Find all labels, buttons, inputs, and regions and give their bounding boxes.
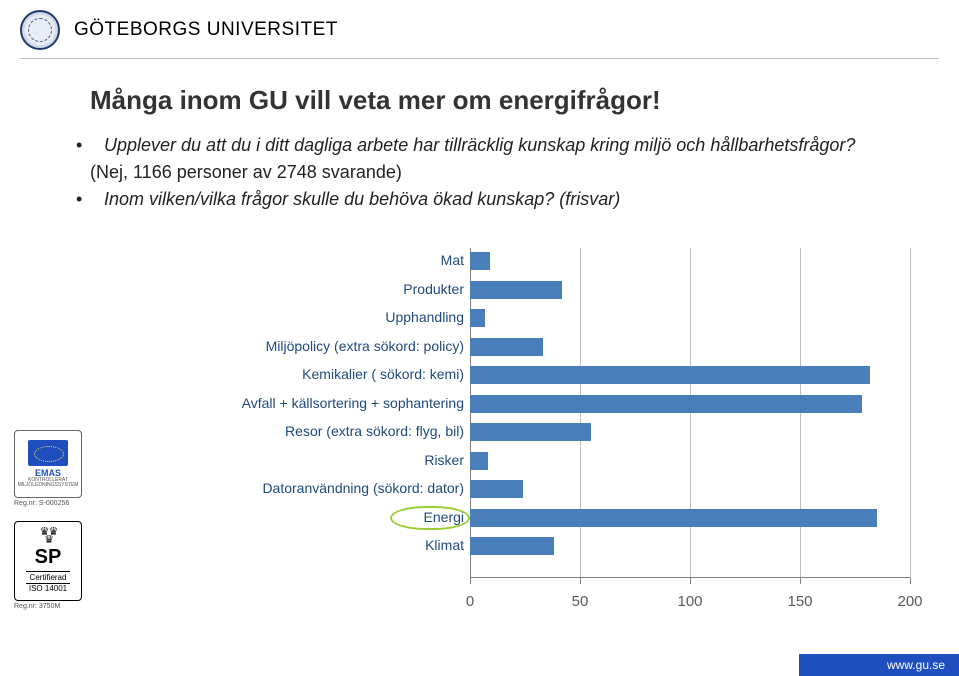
chart-category-label: Risker [424,452,464,468]
sp-reg: Reg.nr: 3750M [14,603,100,610]
emas-sub2: MILJÖLEDNINGSSYSTEM [18,483,79,488]
university-name: GÖTEBORGS UNIVERSITET [74,19,338,41]
sp-iso: ISO 14001 [29,584,67,593]
header-divider [20,58,939,59]
chart-bar [470,366,870,384]
eu-flag-icon [28,440,68,466]
chart-bar [470,480,523,498]
question-1-note: (Nej, 1166 personer av 2748 svarande) [90,162,919,183]
chart-category-label: Produkter [403,281,464,297]
chart-axis-tick [910,578,911,584]
sp-brand: SP [35,546,62,569]
chart-category-label: Datoranvändning (sökord: dator) [262,480,464,496]
chart-gridline [910,248,911,578]
question-1: •Upplever du att du i ditt dagliga arbet… [90,135,919,156]
chart-bar [470,452,488,470]
chart-bar [470,509,877,527]
chart-axis-label: 50 [572,593,589,610]
chart-axis-tick [690,578,691,584]
chart-gridline [580,248,581,578]
chart-axis-label: 0 [466,593,474,610]
chart-bar [470,309,485,327]
chart-bar [470,423,591,441]
chart-axis-tick [800,578,801,584]
crowns-icon: ♛ ♛♛ [40,529,57,544]
chart-plot-area: 050100150200 [470,248,910,618]
chart-axis-tick [470,578,471,584]
sp-certified: Certifierad [26,571,71,584]
chart-category-label: Upphandling [385,309,464,325]
chart-category-label: Miljöpolicy (extra sökord: policy) [266,338,464,354]
chart-bar [470,537,554,555]
chart-bar [470,338,543,356]
chart-category-label: Resor (extra sökord: flyg, bil) [285,423,464,439]
chart-category-label: Klimat [425,537,464,553]
header: GÖTEBORGS UNIVERSITET [20,10,338,50]
question-1-text: Upplever du att du i ditt dagliga arbete… [104,135,855,155]
university-seal-icon [20,10,60,50]
chart-category-labels: Mat Produkter Upphandling Miljöpolicy (extr… [120,248,470,578]
emas-badge: EMAS KONTROLLERAT MILJÖLEDNINGSSYSTEM [14,430,82,498]
chart-axis-label: 100 [677,593,702,610]
chart-bar [470,395,862,413]
slide-title: Många inom GU vill veta mer om energifrå… [90,85,661,116]
slide: { "header": { "university_name": "GÖTEBO… [0,0,959,676]
chart-bar [470,252,490,270]
footer-url: www.gu.se [799,654,959,676]
certification-badges: EMAS KONTROLLERAT MILJÖLEDNINGSSYSTEM Re… [14,430,100,610]
chart-x-axis [470,577,910,578]
chart-axis-tick [580,578,581,584]
chart-highlight-ellipse [390,506,470,530]
chart-bar [470,281,562,299]
chart-category-label: Mat [441,252,464,268]
chart-category-label: Avfall + källsortering + sophantering [242,395,464,411]
chart-gridline [800,248,801,578]
bar-chart: Mat Produkter Upphandling Miljöpolicy (extr… [120,248,910,618]
emas-reg: Reg.nr: S-000256 [14,500,100,507]
sp-badge: ♛ ♛♛ SP Certifierad ISO 14001 [14,521,82,601]
question-2-text: Inom vilken/vilka frågor skulle du behöv… [104,189,620,209]
question-block: •Upplever du att du i ditt dagliga arbet… [90,135,919,216]
chart-axis-label: 150 [787,593,812,610]
chart-category-label: Kemikalier ( sökord: kemi) [302,366,464,382]
chart-gridline [690,248,691,578]
question-2: •Inom vilken/vilka frågor skulle du behö… [90,189,919,210]
chart-axis-label: 200 [897,593,922,610]
